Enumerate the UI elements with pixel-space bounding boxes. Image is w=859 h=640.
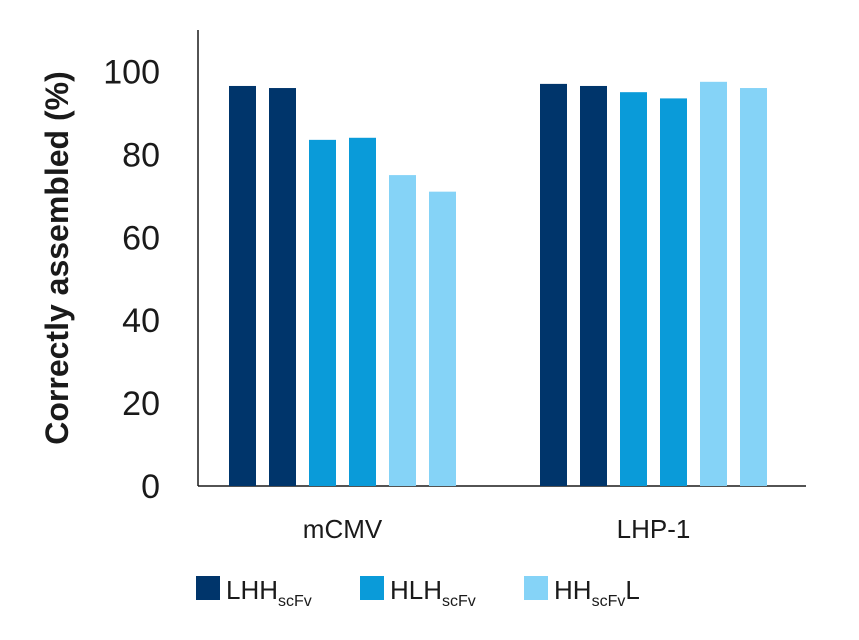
legend-swatch bbox=[524, 576, 548, 600]
bar-mcmv-1 bbox=[229, 85, 256, 487]
y-tick-label: 80 bbox=[122, 136, 160, 174]
legend-entry-label: LHHscFv bbox=[226, 575, 312, 610]
bar-lhp-1-5 bbox=[700, 81, 727, 487]
legend-suffix: L bbox=[625, 575, 639, 605]
labels: 0 20 40 60 80 100 Correctly assembled (%) mCMV L… bbox=[39, 53, 690, 544]
x-category-label: mCMV bbox=[303, 514, 383, 544]
bar-mcmv-4 bbox=[349, 137, 376, 487]
legend-swatch bbox=[196, 576, 220, 600]
legend-name: HLH bbox=[390, 575, 442, 605]
bar-mcmv-5 bbox=[389, 175, 416, 486]
legend-entry-label: HLHscFv bbox=[390, 575, 476, 610]
legend-name: LHH bbox=[226, 575, 278, 605]
y-tick-label: 100 bbox=[103, 53, 160, 91]
bar-lhp-1-2 bbox=[580, 85, 607, 487]
bar-lhp-1-1 bbox=[540, 83, 567, 487]
legend-swatch bbox=[360, 576, 384, 600]
legend: LHHscFv HLHscFv HHscFvL bbox=[196, 575, 640, 610]
legend-name: HH bbox=[554, 575, 592, 605]
legend-subscript: scFv bbox=[278, 593, 312, 610]
bar-lhp-1-3 bbox=[620, 92, 647, 486]
y-tick-label: 0 bbox=[141, 468, 160, 506]
bar-mcmv-3 bbox=[309, 139, 336, 486]
legend-subscript: scFv bbox=[442, 593, 476, 610]
bar-mcmv-6 bbox=[429, 191, 456, 486]
x-category-label: LHP-1 bbox=[617, 514, 691, 544]
y-tick-label: 40 bbox=[122, 302, 160, 340]
y-tick-label: 20 bbox=[122, 385, 160, 423]
bar-lhp-1-4 bbox=[660, 98, 687, 487]
bar-lhp-1-6 bbox=[740, 88, 767, 486]
legend-entry-label: HHscFvL bbox=[554, 575, 640, 610]
bar-mcmv-2 bbox=[269, 88, 296, 486]
legend-subscript: scFv bbox=[592, 593, 626, 610]
y-tick-label: 60 bbox=[122, 219, 160, 257]
bars bbox=[229, 81, 767, 487]
y-axis-title: Correctly assembled (%) bbox=[39, 71, 75, 444]
